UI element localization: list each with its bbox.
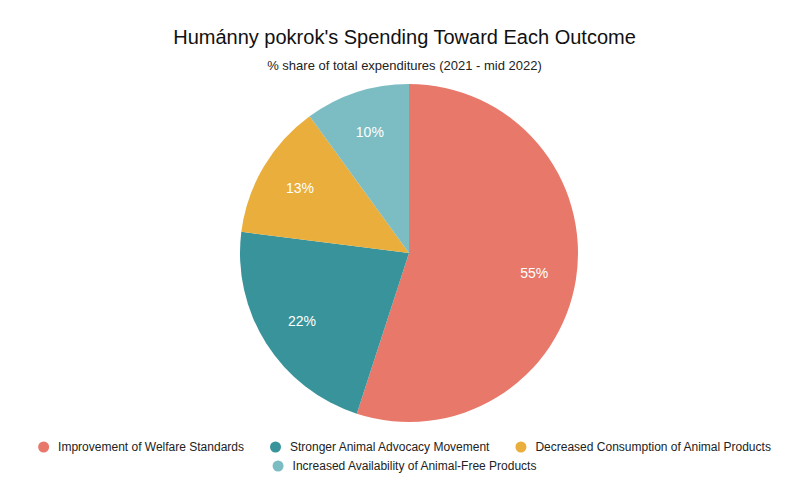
data-label: 13% — [286, 180, 314, 196]
legend-swatch — [270, 442, 281, 453]
data-label: 10% — [356, 124, 384, 140]
legend-swatch — [38, 442, 49, 453]
data-label: 55% — [520, 265, 548, 281]
legend-swatch — [273, 461, 284, 472]
legend-label: Increased Availability of Animal-Free Pr… — [293, 459, 537, 473]
data-labels: 55% 22% 13% 10% — [286, 124, 548, 328]
chart: Humánny pokrok's Spending Toward Each Ou… — [0, 0, 809, 501]
legend-swatch — [515, 442, 526, 453]
legend-item: Stronger Animal Advocacy Movement — [270, 440, 490, 454]
data-label: 22% — [288, 313, 316, 329]
legend-item: Improvement of Welfare Standards — [38, 440, 244, 454]
legend-item: Decreased Consumption of Animal Products — [515, 440, 770, 454]
legend-label: Stronger Animal Advocacy Movement — [290, 440, 490, 454]
legend-item: Increased Availability of Animal-Free Pr… — [273, 459, 537, 473]
legend: Improvement of Welfare Standards Stronger… — [38, 440, 771, 473]
pie-slice — [310, 84, 409, 253]
legend-label: Decreased Consumption of Animal Products — [535, 440, 770, 454]
title: Humánny pokrok's Spending Toward Each Ou… — [173, 26, 636, 48]
pie — [240, 84, 578, 422]
subtitle: % share of total expenditures (2021 - mi… — [267, 58, 542, 73]
legend-label: Improvement of Welfare Standards — [58, 440, 244, 454]
pie-slice — [240, 232, 409, 414]
